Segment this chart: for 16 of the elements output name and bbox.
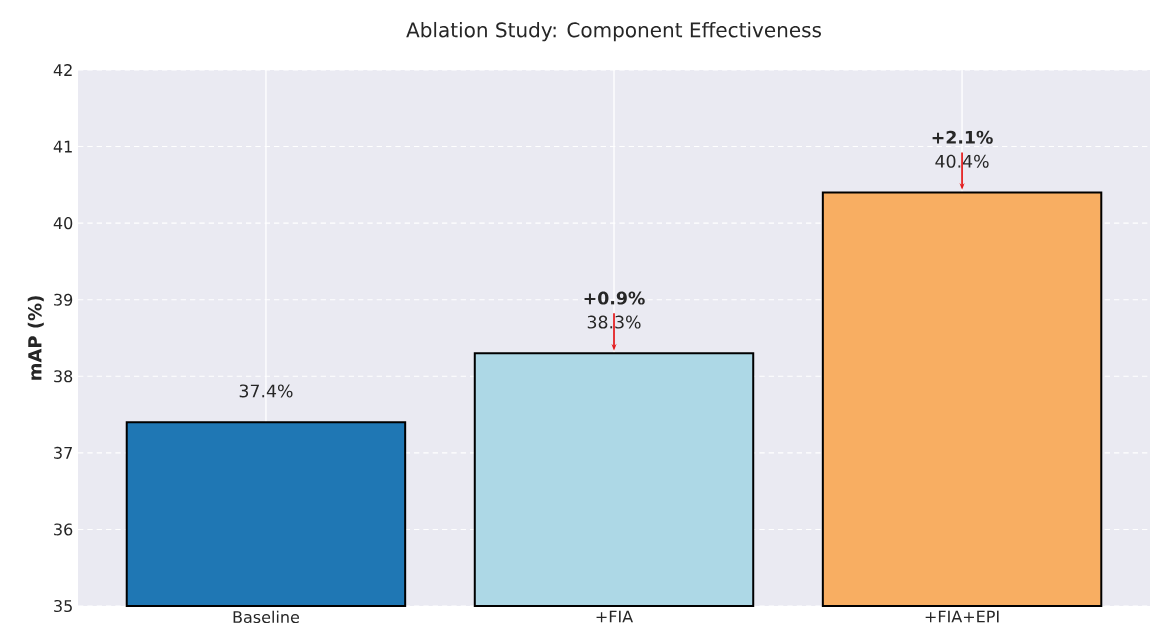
y-tick-label: 38 — [54, 370, 73, 383]
annotation: +0.9% — [584, 291, 645, 305]
y-tick-label: 42 — [53, 64, 72, 76]
y-tick-label: 36 — [54, 523, 73, 536]
y-tick-label: 41 — [53, 140, 72, 153]
x-tick-label: +FIA — [596, 610, 634, 623]
annotation: +2.1% — [932, 130, 993, 144]
chart-title: Ablation Study: Component Effectiveness — [406, 21, 821, 42]
y-tick-label: 39 — [54, 293, 73, 306]
x-tick-label: Baseline — [233, 610, 300, 624]
y-tick-label: 40 — [53, 217, 73, 230]
y-tick-label: 35 — [54, 599, 72, 613]
data-label: 37.4% — [239, 384, 293, 398]
y-axis-title: mAP (%) — [27, 296, 44, 380]
x-tick-label: +FIA+EPI — [925, 610, 999, 623]
y-tick-label: 37 — [54, 446, 72, 459]
